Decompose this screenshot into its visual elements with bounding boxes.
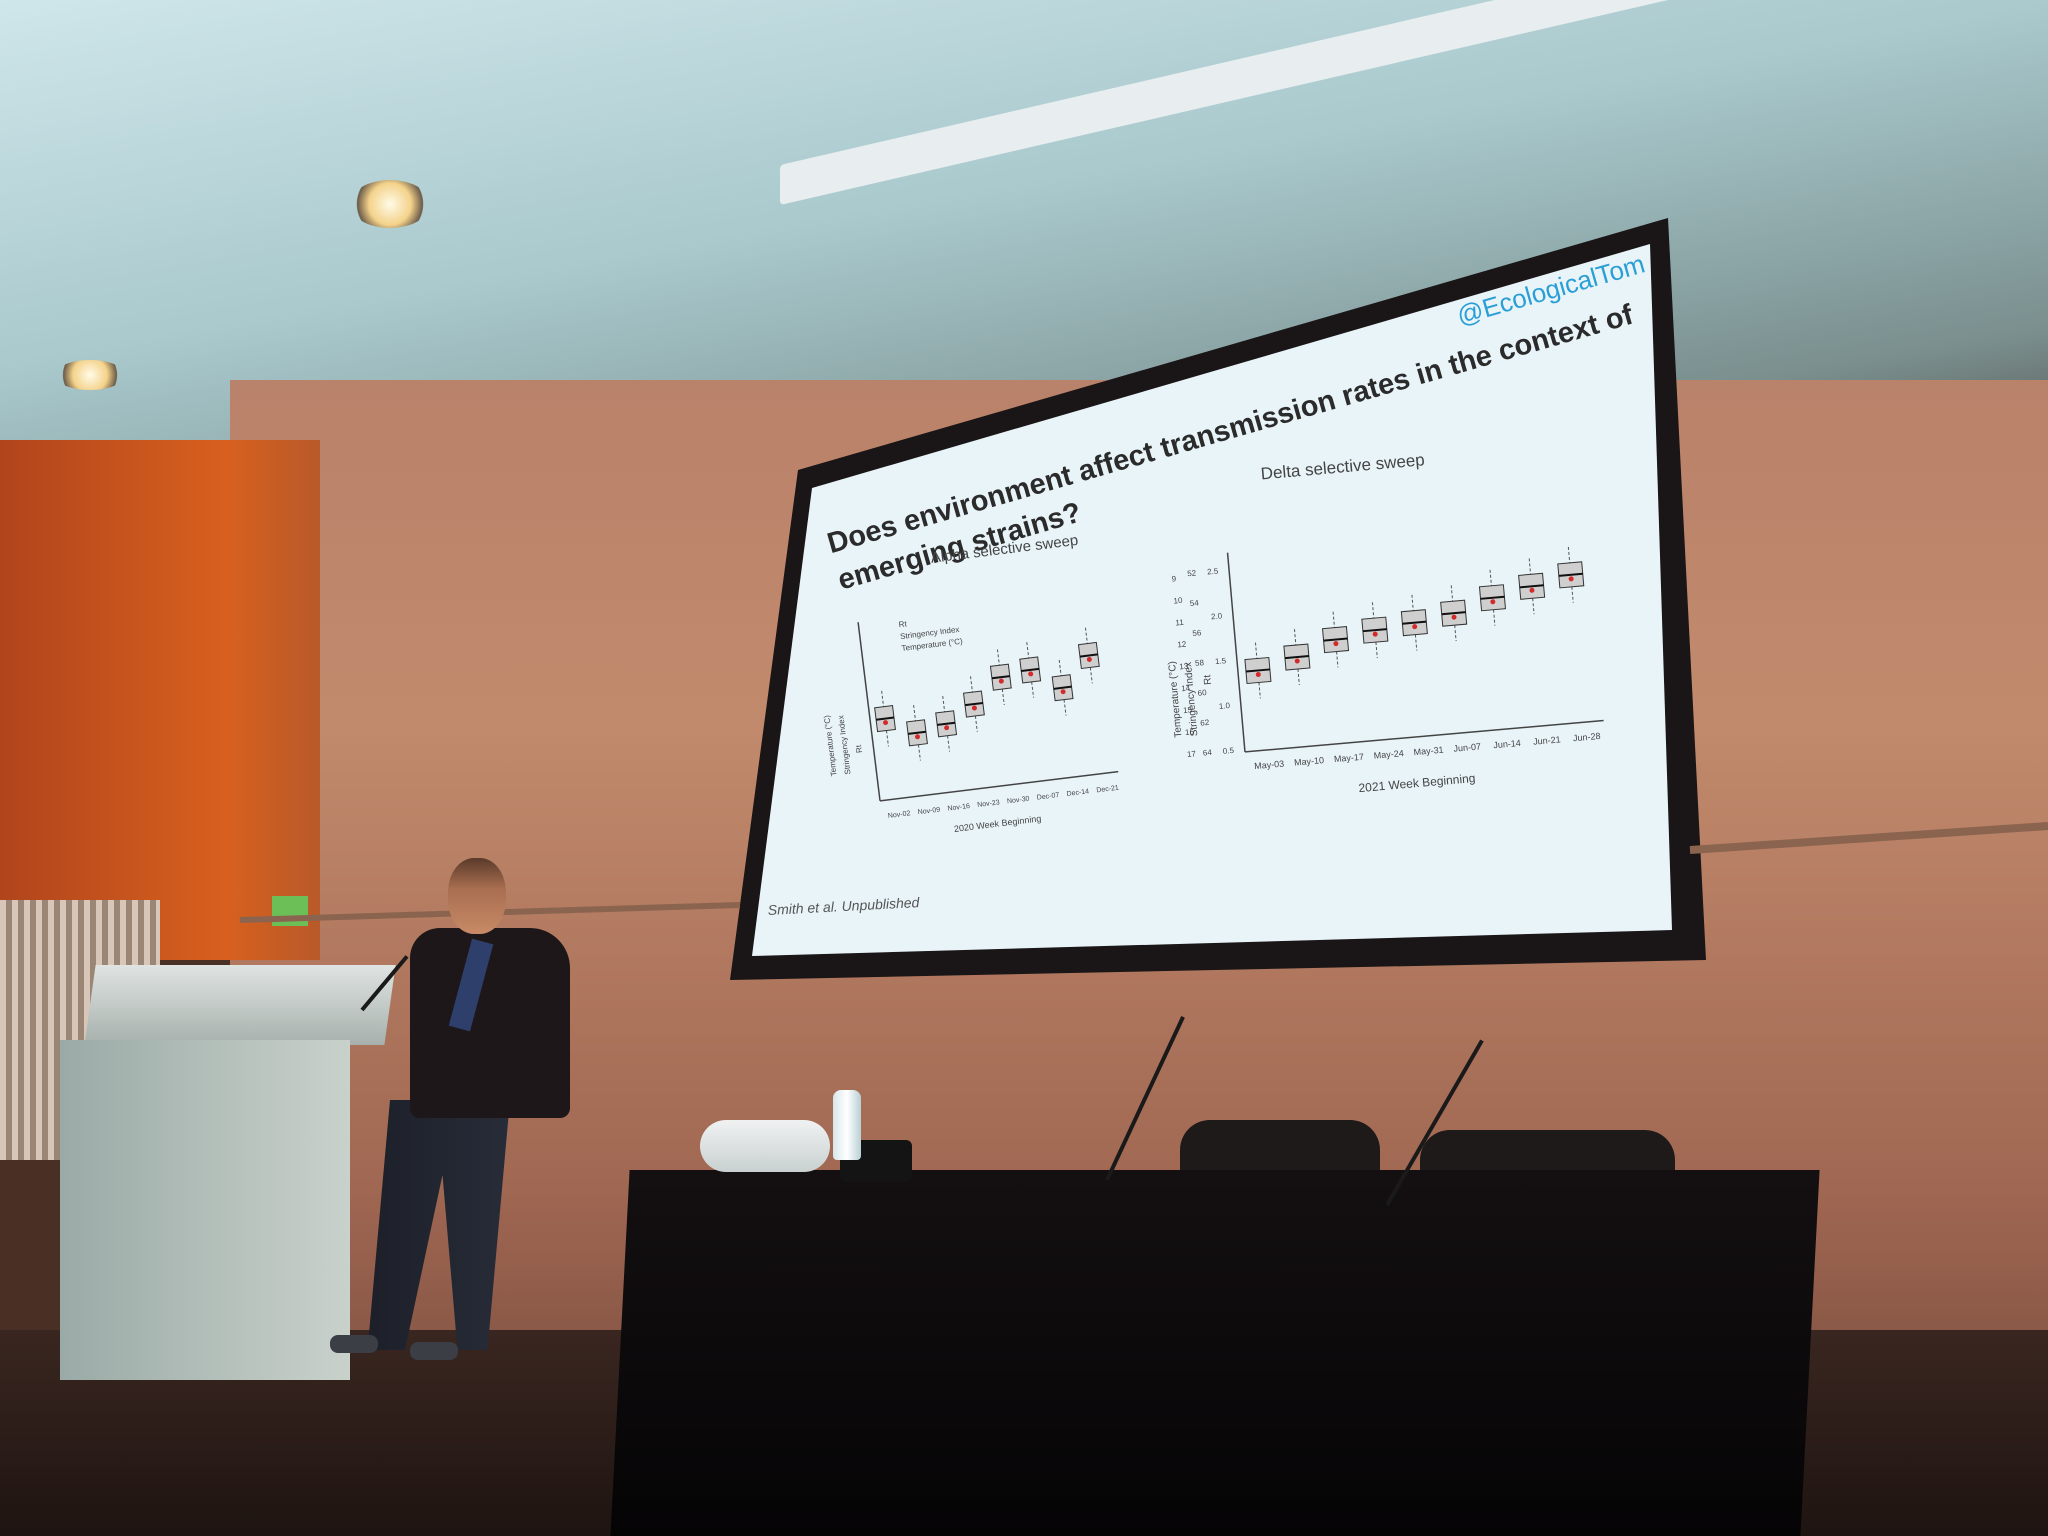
delta-x-tick-label: Jun-14 bbox=[1493, 738, 1521, 750]
delta-rt-tick-label: 2.5 bbox=[1207, 567, 1219, 577]
delta-temperature-tick-label: 11 bbox=[1175, 618, 1185, 628]
alpha-median bbox=[875, 716, 895, 721]
delta-median bbox=[1480, 595, 1505, 600]
delta-median bbox=[1362, 628, 1387, 633]
alpha-x-tick-label: Nov-09 bbox=[917, 807, 940, 817]
alpha-stringency-point bbox=[1028, 671, 1034, 677]
delta-rt-tick-label: 2.0 bbox=[1211, 611, 1223, 621]
delta-x-tick-label: Jun-28 bbox=[1573, 731, 1601, 743]
delta-stringency-point bbox=[1451, 614, 1457, 620]
delta-temperature-tick-label: 13 bbox=[1179, 662, 1189, 672]
delta-x-tick-label: May-17 bbox=[1334, 752, 1365, 765]
alpha-median bbox=[1053, 685, 1072, 690]
alpha-stringency-point bbox=[971, 705, 977, 711]
delta-temperature-tick-label: 16 bbox=[1185, 727, 1195, 737]
delta-temperature-tick-label: 17 bbox=[1187, 749, 1197, 759]
speaker-shoe bbox=[410, 1342, 458, 1360]
delta-median bbox=[1323, 637, 1348, 642]
delta-median bbox=[1441, 611, 1466, 616]
alpha-median bbox=[964, 701, 983, 707]
speaker-shoe bbox=[330, 1335, 378, 1353]
alpha-stringency-point bbox=[1086, 656, 1092, 662]
delta-stringency-tick-label: 58 bbox=[1195, 658, 1205, 668]
podium-top bbox=[84, 965, 396, 1045]
alpha-ylabel-rt: Rt bbox=[854, 744, 864, 754]
water-bottle bbox=[833, 1090, 861, 1160]
alpha-legend-rt: Rt bbox=[898, 619, 908, 629]
podium bbox=[60, 1040, 350, 1380]
snack-bag bbox=[700, 1120, 830, 1172]
alpha-x-tick-label: Dec-07 bbox=[1036, 792, 1059, 802]
delta-x-tick-label: Jun-07 bbox=[1453, 741, 1481, 753]
delta-stringency-point bbox=[1568, 576, 1574, 582]
delta-median bbox=[1245, 668, 1270, 673]
delta-stringency-point bbox=[1255, 671, 1261, 677]
speaker-head bbox=[448, 858, 506, 934]
panel-table bbox=[610, 1170, 1820, 1536]
delta-stringency-tick-label: 62 bbox=[1200, 718, 1210, 728]
delta-median bbox=[1402, 620, 1427, 625]
delta-temperature-tick-label: 12 bbox=[1177, 640, 1187, 650]
ceiling-light bbox=[350, 180, 430, 228]
delta-rt-tick-label: 1.0 bbox=[1219, 701, 1231, 711]
alpha-x-tick-label: Dec-14 bbox=[1066, 788, 1089, 798]
delta-median bbox=[1558, 572, 1583, 577]
alpha-x-tick-label: Nov-23 bbox=[977, 799, 1000, 809]
alpha-x-tick-label: Nov-16 bbox=[947, 803, 970, 813]
delta-stringency-tick-label: 54 bbox=[1189, 598, 1199, 608]
delta-stringency-tick-label: 60 bbox=[1197, 688, 1207, 698]
alpha-stringency-point bbox=[883, 720, 889, 726]
delta-stringency-point bbox=[1529, 587, 1535, 593]
alpha-stringency-point bbox=[914, 734, 920, 740]
delta-stringency-tick-label: 64 bbox=[1203, 748, 1213, 758]
delta-rt-tick-label: 0.5 bbox=[1222, 746, 1234, 756]
alpha-stringency-point bbox=[1060, 689, 1066, 695]
wall-rail bbox=[1689, 822, 2048, 854]
delta-x-tick-label: May-03 bbox=[1254, 759, 1285, 772]
alpha-median bbox=[1079, 653, 1098, 658]
slide-citation: Smith et al. Unpublished bbox=[767, 894, 921, 918]
delta-temperature-tick-label: 14 bbox=[1181, 683, 1191, 693]
delta-ylabel-rt: Rt bbox=[1202, 674, 1214, 685]
delta-stringency-point bbox=[1412, 624, 1418, 630]
alpha-x-tick-label: Dec-21 bbox=[1096, 785, 1119, 795]
alpha-median bbox=[991, 675, 1010, 680]
delta-stringency-point bbox=[1294, 658, 1300, 664]
alpha-stringency-point bbox=[998, 678, 1004, 684]
alpha-x-tick-label: Nov-02 bbox=[888, 810, 911, 820]
delta-stringency-tick-label: 52 bbox=[1187, 568, 1197, 578]
delta-temperature-tick-label: 15 bbox=[1183, 705, 1193, 715]
delta-x-tick-label: Jun-21 bbox=[1533, 734, 1561, 746]
delta-y-axis bbox=[1226, 552, 1246, 752]
orange-wall bbox=[0, 440, 320, 960]
delta-x-tick-label: May-24 bbox=[1373, 748, 1404, 761]
delta-rt-tick-label: 1.5 bbox=[1215, 656, 1227, 666]
ceiling-light bbox=[55, 360, 125, 390]
delta-x-tick-label: May-31 bbox=[1413, 745, 1444, 758]
delta-x-axis bbox=[1244, 719, 1604, 753]
alpha-median bbox=[907, 730, 927, 735]
delta-stringency-point bbox=[1372, 631, 1378, 637]
alpha-x-axis bbox=[879, 770, 1119, 802]
delta-temperature-tick-label: 10 bbox=[1173, 596, 1183, 606]
delta-stringency-point bbox=[1490, 599, 1496, 605]
alpha-median bbox=[937, 721, 956, 726]
delta-median bbox=[1284, 654, 1309, 660]
delta-stringency-point bbox=[1333, 641, 1339, 647]
delta-x-tick-label: May-10 bbox=[1294, 755, 1325, 768]
alpha-x-tick-label: Nov-30 bbox=[1007, 796, 1030, 806]
delta-temperature-tick-label: 9 bbox=[1171, 574, 1177, 583]
alpha-median bbox=[1021, 667, 1040, 673]
slide-surface bbox=[752, 244, 1672, 956]
alpha-y-axis bbox=[857, 622, 881, 801]
delta-stringency-tick-label: 56 bbox=[1192, 628, 1202, 638]
alpha-stringency-point bbox=[944, 725, 950, 731]
speaker-torso bbox=[410, 928, 570, 1118]
delta-median bbox=[1519, 584, 1544, 589]
